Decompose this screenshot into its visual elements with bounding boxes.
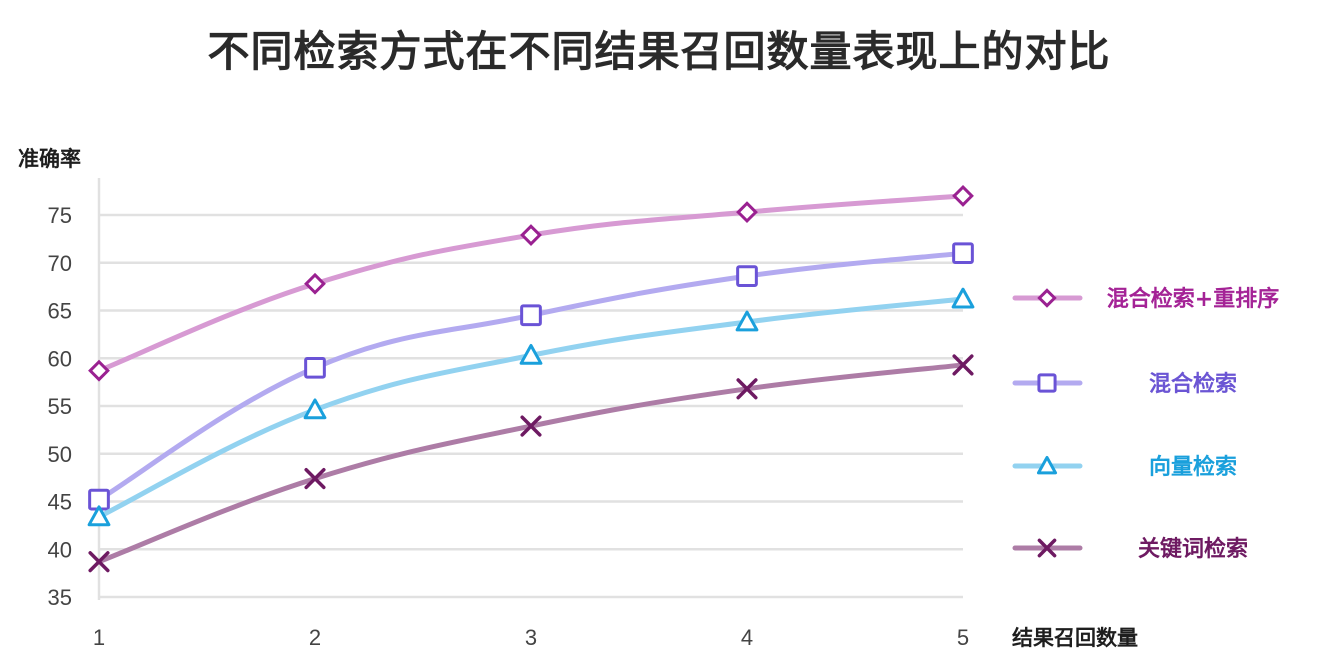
series-line	[96, 296, 966, 520]
data-point-square	[520, 304, 542, 327]
data-point-triangle	[735, 310, 759, 332]
x-axis-ticks: 1 2 3 4 5	[93, 625, 969, 650]
x-tick-label: 4	[741, 625, 753, 650]
y-tick-label: 35	[48, 585, 72, 610]
legend-label: 向量检索	[1149, 454, 1237, 480]
data-point-triangle	[951, 287, 975, 309]
series-2	[88, 242, 974, 511]
y-axis-ticks: 35 40 45 50 55 60 65 70 75	[48, 203, 72, 610]
y-tick-label: 70	[48, 251, 72, 276]
x-tick-label: 5	[957, 625, 969, 650]
legend-label: 混合检索+重排序	[1107, 286, 1279, 312]
y-axis-label: 准确率	[18, 147, 81, 171]
legend-item: 关键词检索	[1012, 536, 1248, 562]
data-point-x	[520, 415, 542, 437]
series-1	[88, 184, 974, 382]
data-point-triangle	[303, 398, 327, 420]
x-tick-label: 2	[309, 625, 321, 650]
y-tick-label: 45	[48, 490, 72, 515]
series-4	[88, 354, 974, 573]
data-point-diamond	[952, 184, 974, 207]
series-line	[96, 362, 966, 565]
legend-label: 关键词检索	[1138, 536, 1248, 562]
data-point-diamond	[304, 272, 326, 295]
x-axis-label: 结果召回数量	[1012, 626, 1138, 650]
chart-title: 不同检索方式在不同结果召回数量表现上的对比	[207, 27, 1111, 76]
data-point-x	[304, 468, 326, 490]
x-tick-label: 3	[525, 625, 537, 650]
y-tick-label: 50	[48, 442, 72, 467]
data-point-diamond	[88, 359, 110, 382]
legend-label: 混合检索	[1149, 371, 1237, 397]
data-point-diamond	[1037, 288, 1057, 308]
legend-item: 混合检索	[1012, 371, 1237, 397]
data-point-x	[1037, 538, 1057, 558]
y-tick-label: 65	[48, 299, 72, 324]
legend-item: 混合检索+重排序	[1012, 286, 1279, 312]
y-tick-label: 75	[48, 203, 72, 228]
y-tick-label: 60	[48, 346, 72, 371]
data-point-triangle	[1036, 455, 1058, 475]
data-point-x	[88, 551, 110, 573]
data-point-diamond	[520, 224, 542, 246]
series-3	[87, 287, 975, 527]
data-point-x	[736, 378, 758, 400]
data-point-square	[952, 242, 974, 265]
x-tick-label: 1	[93, 625, 105, 650]
data-point-triangle	[87, 505, 111, 527]
y-tick-label: 40	[48, 537, 72, 562]
data-point-x	[952, 354, 974, 376]
data-point-square	[1037, 373, 1057, 393]
series-group	[87, 184, 975, 573]
data-point-square	[736, 265, 758, 287]
data-point-triangle	[519, 343, 543, 365]
data-point-diamond	[736, 201, 758, 224]
y-tick-label: 55	[48, 394, 72, 419]
legend-item: 向量检索	[1012, 454, 1237, 480]
data-point-square	[304, 356, 326, 379]
